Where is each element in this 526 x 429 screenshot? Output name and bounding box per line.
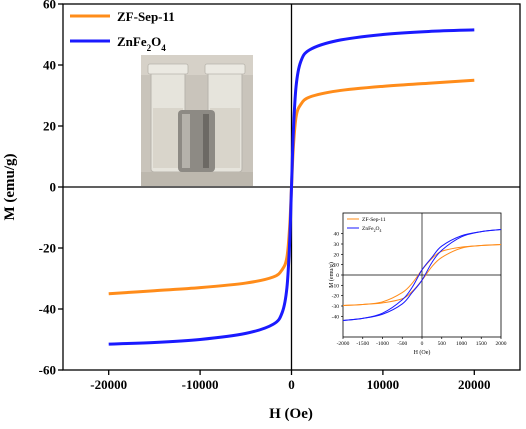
y-tick-label: 0 <box>50 180 57 195</box>
y-tick-label: -20 <box>39 241 56 256</box>
magnet-photo <box>141 55 253 186</box>
y-tick-label: -60 <box>39 363 56 378</box>
x-tick-label: 500 <box>438 341 447 347</box>
inset-legend: ZF-Sep-11 ZnFe2O4 <box>347 217 386 233</box>
y-tick-label: 20 <box>43 119 56 134</box>
main-y-axis-title: M (emu/g) <box>2 153 18 220</box>
y-tick-label: -10 <box>332 283 340 289</box>
x-tick-label: 2000 <box>496 341 507 347</box>
series-line-1 <box>108 28 475 346</box>
x-tick-label: 0 <box>421 341 424 347</box>
inset-x-axis-title: H (Oe) <box>414 349 431 356</box>
inset-legend-label-zf-sep-11: ZF-Sep-11 <box>362 217 386 223</box>
series-line-return-1 <box>342 229 502 321</box>
y-tick-label: 30 <box>334 242 340 248</box>
inset-panel: -2000 -1500 -1000 -500 0 500 1000 1500 2000 -40 -3… <box>328 212 507 356</box>
x-tick-label: -500 <box>397 341 407 347</box>
y-tick-label: -40 <box>39 302 56 317</box>
inset-plot-area <box>342 213 502 337</box>
main-plot-area <box>63 4 520 370</box>
y-tick-label: -40 <box>332 314 340 320</box>
x-tick-label: 10000 <box>367 377 400 392</box>
y-tick-label: 0 <box>336 273 339 279</box>
x-tick-label: -1500 <box>356 341 369 347</box>
y-tick-label: -30 <box>332 304 340 310</box>
y-tick-label: 20 <box>334 252 340 258</box>
inset-y-axis-title: M (emu/g) <box>328 262 335 288</box>
x-tick-label: 20000 <box>458 377 491 392</box>
y-tick-label: 10 <box>334 263 340 269</box>
x-tick-label: 1000 <box>456 341 467 347</box>
x-tick-label: 0 <box>288 377 295 392</box>
x-tick-label: -20000 <box>90 377 127 392</box>
x-tick-label: 1500 <box>476 341 487 347</box>
x-tick-label: -1000 <box>376 341 389 347</box>
legend-label-zf-sep-11: ZF-Sep-11 <box>117 9 175 24</box>
y-tick-label: -20 <box>332 294 340 300</box>
main-x-axis-title: H (Oe) <box>269 406 313 422</box>
main-legend: ZF-Sep-11 ZnFe2O4 <box>70 9 175 53</box>
legend-label-znfe2o4: ZnFe2O4 <box>117 34 166 53</box>
x-tick-label: -10000 <box>182 377 219 392</box>
y-tick-label: 40 <box>43 58 56 73</box>
y-tick-label: 40 <box>334 232 340 238</box>
y-tick-label: 60 <box>43 0 56 12</box>
x-tick-label: -2000 <box>337 341 350 347</box>
inset-legend-label-znfe2o4: ZnFe2O4 <box>362 226 382 233</box>
inset-axis-ticks: -2000 -1500 -1000 -500 0 500 1000 1500 2000 -40 -3… <box>332 232 507 347</box>
